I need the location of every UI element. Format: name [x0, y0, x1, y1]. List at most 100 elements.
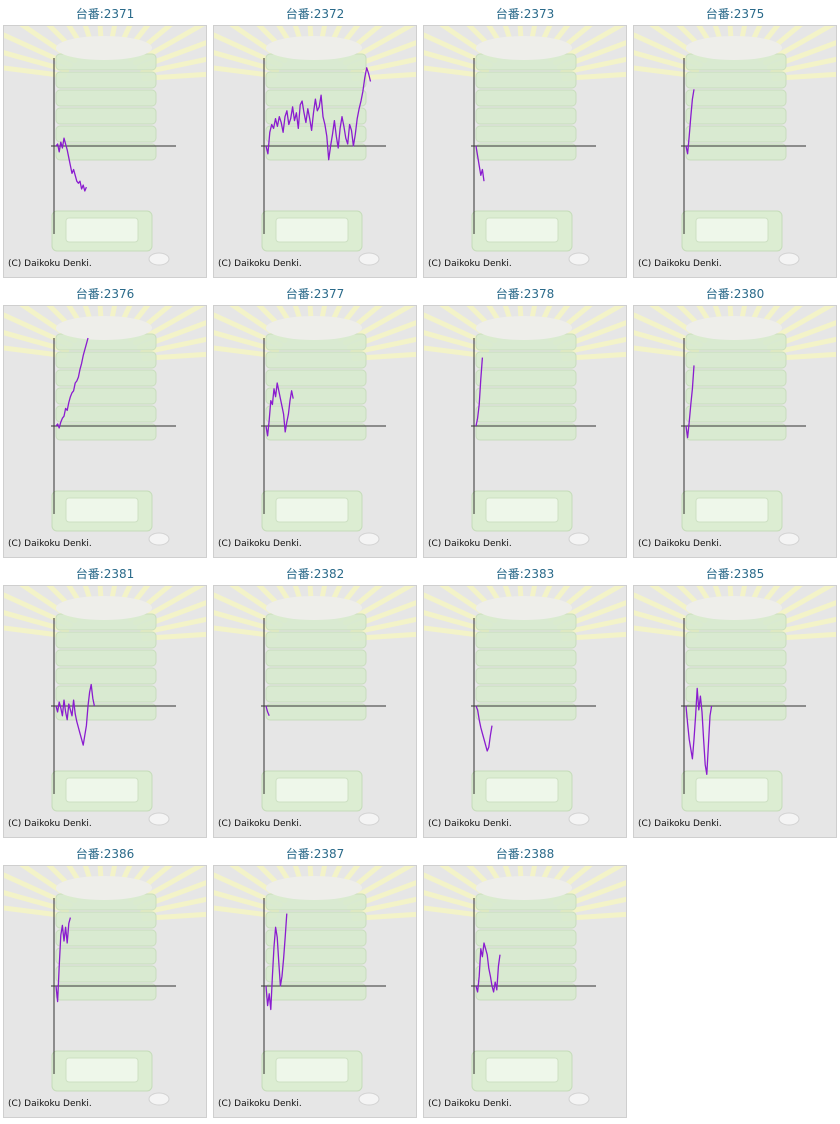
chart-panel: (C) Daikoku Denki. [633, 25, 837, 278]
chart-svg [424, 26, 626, 266]
series-line [265, 67, 372, 161]
background-illustration [4, 866, 206, 1106]
chart-title[interactable]: 台番:2375 [705, 7, 765, 21]
background-illustration [214, 306, 416, 546]
chart-panel: (C) Daikoku Denki. [3, 585, 207, 838]
chart-cell: 台番:2373 (C) Daikoku Denki. [420, 0, 630, 280]
series-line [475, 357, 484, 427]
chart-cell: 台番:2375 (C) Daikoku Denki. [630, 0, 840, 280]
chart-cell: 台番:2371 (C) Daikoku Denki. [0, 0, 210, 280]
background-illustration [214, 26, 416, 266]
copyright-text: (C) Daikoku Denki. [428, 1099, 512, 1109]
copyright-text: (C) Daikoku Denki. [8, 259, 92, 269]
chart-cell: 台番:2376 (C) Daikoku Denki. [0, 280, 210, 560]
series-line [55, 337, 89, 429]
chart-title[interactable]: 台番:2386 [75, 847, 135, 861]
chart-title[interactable]: 台番:2388 [495, 847, 555, 861]
chart-title[interactable]: 台番:2377 [285, 287, 345, 301]
background-illustration [424, 26, 626, 266]
chart-svg [4, 586, 206, 826]
chart-cell: 台番:2385 (C) Daikoku Denki. [630, 560, 840, 840]
chart-svg [214, 586, 416, 826]
chart-cell: 台番:2381 (C) Daikoku Denki. [0, 560, 210, 840]
chart-svg [4, 866, 206, 1106]
chart-title[interactable]: 台番:2381 [75, 567, 135, 581]
chart-title[interactable]: 台番:2376 [75, 287, 135, 301]
series-line [475, 942, 501, 993]
series-line [55, 683, 96, 746]
chart-svg [424, 586, 626, 826]
copyright-text: (C) Daikoku Denki. [8, 539, 92, 549]
background-illustration [214, 866, 416, 1106]
copyright-text: (C) Daikoku Denki. [218, 259, 302, 269]
background-illustration [634, 26, 836, 266]
background-illustration [4, 306, 206, 546]
chart-title[interactable]: 台番:2380 [705, 287, 765, 301]
chart-cell: 台番:2386 (C) Daikoku Denki. [0, 840, 210, 1120]
chart-panel: (C) Daikoku Denki. [3, 865, 207, 1118]
series-line [685, 365, 695, 439]
copyright-text: (C) Daikoku Denki. [218, 539, 302, 549]
chart-panel: (C) Daikoku Denki. [3, 305, 207, 558]
background-illustration [634, 586, 836, 826]
chart-panel: (C) Daikoku Denki. [423, 865, 627, 1118]
chart-title[interactable]: 台番:2385 [705, 567, 765, 581]
chart-title[interactable]: 台番:2372 [285, 7, 345, 21]
chart-panel: (C) Daikoku Denki. [213, 585, 417, 838]
chart-title[interactable]: 台番:2371 [75, 7, 135, 21]
chart-title[interactable]: 台番:2383 [495, 567, 555, 581]
background-illustration [424, 586, 626, 826]
chart-title[interactable]: 台番:2373 [495, 7, 555, 21]
background-illustration [424, 306, 626, 546]
copyright-text: (C) Daikoku Denki. [8, 1099, 92, 1109]
background-illustration [634, 306, 836, 546]
chart-panel: (C) Daikoku Denki. [213, 305, 417, 558]
chart-svg [634, 306, 836, 546]
copyright-text: (C) Daikoku Denki. [218, 1099, 302, 1109]
series-line [685, 687, 713, 776]
chart-panel: (C) Daikoku Denki. [423, 305, 627, 558]
chart-panel: (C) Daikoku Denki. [633, 305, 837, 558]
chart-svg [214, 26, 416, 266]
chart-title[interactable]: 台番:2382 [285, 567, 345, 581]
chart-svg [634, 26, 836, 266]
chart-svg [4, 306, 206, 546]
copyright-text: (C) Daikoku Denki. [428, 259, 512, 269]
chart-cell: 台番:2383 (C) Daikoku Denki. [420, 560, 630, 840]
chart-title[interactable]: 台番:2387 [285, 847, 345, 861]
chart-svg [214, 866, 416, 1106]
chart-title[interactable]: 台番:2378 [495, 287, 555, 301]
background-illustration [424, 866, 626, 1106]
chart-svg [4, 26, 206, 266]
chart-svg [424, 866, 626, 1106]
chart-cell: 台番:2388 (C) Daikoku Denki. [420, 840, 630, 1120]
chart-panel: (C) Daikoku Denki. [213, 25, 417, 278]
chart-cell: 台番:2372 (C) Daikoku Denki. [210, 0, 420, 280]
chart-cell: 台番:2377 (C) Daikoku Denki. [210, 280, 420, 560]
series-line [265, 913, 288, 1011]
series-line [55, 917, 72, 1003]
series-line [265, 705, 270, 717]
background-illustration [4, 586, 206, 826]
chart-panel: (C) Daikoku Denki. [3, 25, 207, 278]
chart-svg [214, 306, 416, 546]
copyright-text: (C) Daikoku Denki. [8, 819, 92, 829]
chart-cell: 台番:2387 (C) Daikoku Denki. [210, 840, 420, 1120]
chart-svg [424, 306, 626, 546]
copyright-text: (C) Daikoku Denki. [428, 539, 512, 549]
chart-cell: 台番:2382 (C) Daikoku Denki. [210, 560, 420, 840]
series-line [265, 382, 294, 437]
chart-panel: (C) Daikoku Denki. [213, 865, 417, 1118]
series-line [475, 145, 485, 182]
copyright-text: (C) Daikoku Denki. [218, 819, 302, 829]
chart-panel: (C) Daikoku Denki. [423, 25, 627, 278]
copyright-text: (C) Daikoku Denki. [638, 259, 722, 269]
chart-cell: 台番:2378 (C) Daikoku Denki. [420, 280, 630, 560]
series-line [55, 137, 88, 192]
chart-panel: (C) Daikoku Denki. [633, 585, 837, 838]
series-line [685, 89, 695, 155]
background-illustration [214, 586, 416, 826]
background-illustration [4, 26, 206, 266]
series-line [475, 705, 493, 752]
